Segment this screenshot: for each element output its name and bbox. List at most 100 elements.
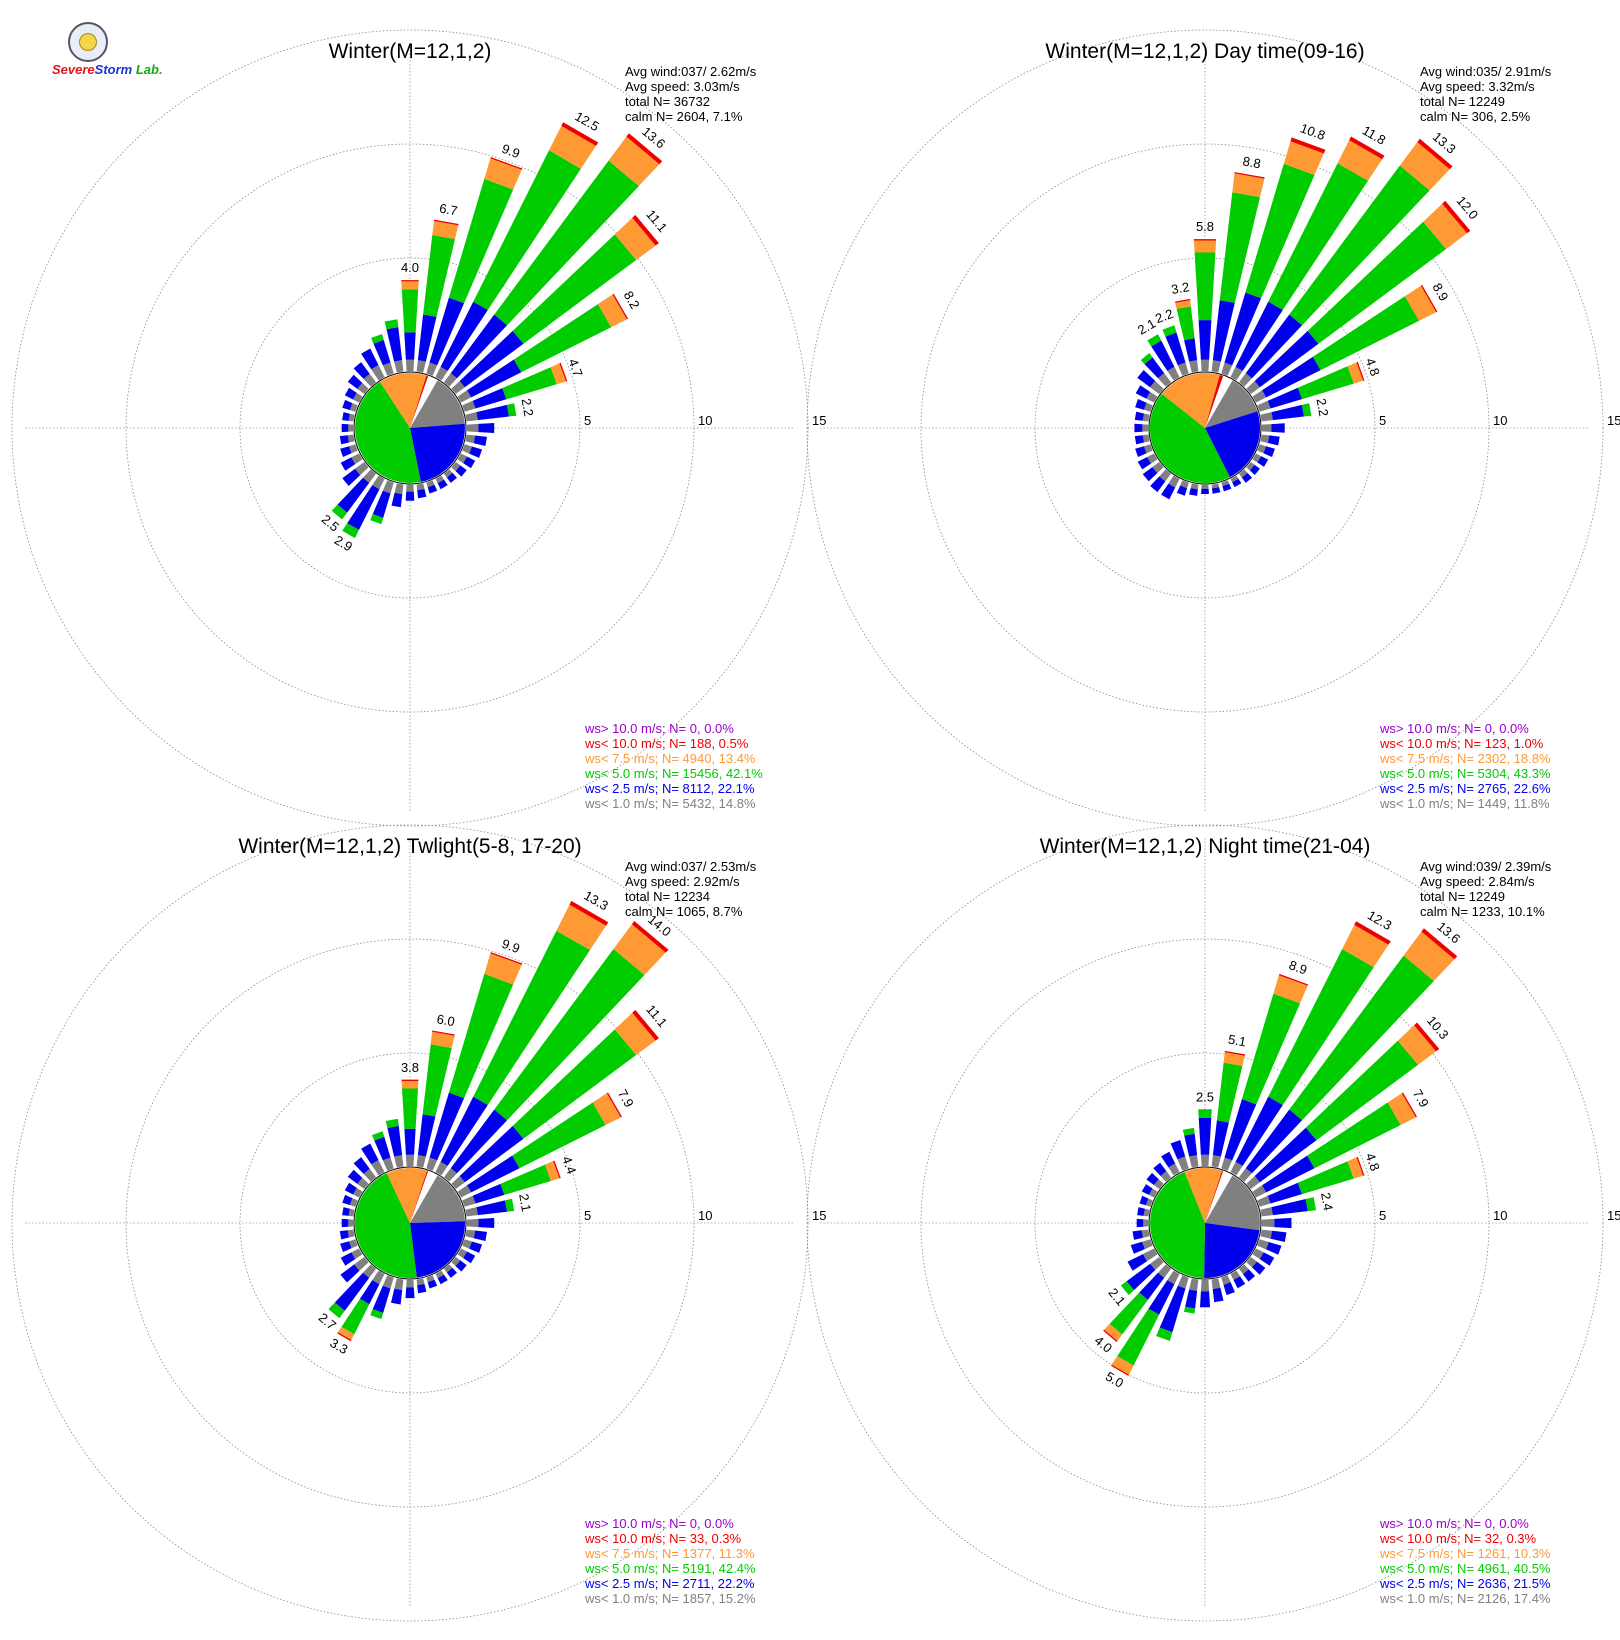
bar-segment xyxy=(1230,366,1243,381)
bar-segment xyxy=(1182,1127,1195,1136)
ring-label: 10 xyxy=(1493,1208,1507,1223)
bar-segment xyxy=(370,1309,384,1320)
bar-segment xyxy=(465,412,478,422)
bar-segment xyxy=(426,362,438,376)
bar-segment xyxy=(337,1332,352,1342)
ring-15 xyxy=(806,29,1604,827)
ring-5 xyxy=(1034,257,1376,599)
legend-entry: ws< 7.5 m/s; N= 1261, 10.3% xyxy=(1379,1546,1551,1561)
legend-entry: ws< 5.0 m/s; N= 5191, 42.4% xyxy=(584,1561,756,1576)
bar-segment xyxy=(1239,469,1248,478)
bar-segment xyxy=(512,1029,637,1139)
bar-segment xyxy=(1230,475,1239,483)
bar-segment xyxy=(1219,192,1260,303)
bar-segment xyxy=(1144,357,1165,379)
bar-segment xyxy=(349,403,358,412)
bar-segment xyxy=(1347,1157,1364,1179)
bar-segment xyxy=(466,423,479,433)
bar-segment xyxy=(1230,1161,1243,1176)
bar-segment xyxy=(632,214,659,246)
bar-segment xyxy=(1239,373,1252,387)
bar-segment xyxy=(401,281,419,290)
bar-segment xyxy=(427,484,438,494)
bar-segment xyxy=(1183,1306,1196,1314)
bar-segment xyxy=(435,475,444,484)
bar-segment xyxy=(1142,1239,1153,1250)
bar-segment xyxy=(1189,1155,1199,1168)
bar-segment xyxy=(417,489,427,499)
wind-rose-panel-4: 5 10 152.55.18.912.3 13.610.37.94.82.45.04.… xyxy=(806,824,1620,1622)
bar-segment xyxy=(351,1248,363,1260)
bar-segment xyxy=(435,1270,444,1279)
bar-segment xyxy=(451,1257,461,1267)
bar-segment xyxy=(363,1264,376,1278)
bar-segment xyxy=(1134,435,1144,445)
bar-segment xyxy=(1397,1025,1436,1065)
ring-label: 10 xyxy=(698,413,712,428)
bar-segment xyxy=(340,1252,356,1266)
stats-line: Avg wind:039/ 2.39m/s xyxy=(1420,859,1552,874)
ring-10 xyxy=(125,143,695,713)
bar-segment xyxy=(1174,298,1191,303)
bar-segment xyxy=(1153,1162,1167,1176)
bar-segment xyxy=(1420,284,1438,313)
bar-segment xyxy=(446,1267,457,1278)
bar-segment xyxy=(1289,165,1430,326)
bar-segment xyxy=(1134,423,1143,433)
bar-segment xyxy=(440,301,488,371)
lab-logo: SevereStorm Lab. xyxy=(52,22,163,84)
bar-segment xyxy=(476,404,509,421)
bar-segment xyxy=(340,1264,360,1283)
bar-segment xyxy=(459,1125,524,1183)
legend-entry: ws< 1.0 m/s; N= 2126, 17.4% xyxy=(1379,1591,1551,1606)
chart-title: Winter(M=12,1,2) Night time(21-04) xyxy=(1040,835,1371,858)
bar-segment xyxy=(1257,456,1269,467)
bar-segment xyxy=(606,1092,622,1118)
bar-segment xyxy=(416,483,425,491)
stats-line: calm N= 2604, 7.1% xyxy=(625,109,743,124)
bar-segment xyxy=(1184,1133,1198,1157)
bar-segment xyxy=(472,1183,505,1204)
bar-segment xyxy=(344,387,357,400)
bar-segment xyxy=(1194,252,1216,321)
bar-segment xyxy=(444,469,453,478)
bar-segment xyxy=(1252,1261,1266,1275)
ring-label: 15 xyxy=(812,413,826,428)
bar-segment xyxy=(1230,1270,1241,1280)
bar-segment xyxy=(631,921,669,953)
bar-segment xyxy=(432,1030,455,1036)
bar-segment xyxy=(417,1284,427,1294)
bar-segment xyxy=(1184,338,1198,362)
chart-title: Winter(M=12,1,2) Twlight(5-8, 17-20) xyxy=(238,835,581,858)
bar-segment xyxy=(473,1230,487,1241)
legend-entry: ws> 10.0 m/s; N= 0, 0.0% xyxy=(1379,721,1529,736)
bar-segment xyxy=(405,491,415,501)
bar-segment xyxy=(1147,453,1158,464)
bar-segment xyxy=(1134,411,1144,421)
bar-segment xyxy=(1252,1248,1264,1260)
bar-segment xyxy=(427,1279,438,1289)
bar-segment xyxy=(1387,1093,1416,1125)
bar-segment xyxy=(340,446,352,457)
bar-segment xyxy=(1224,1050,1246,1056)
ring-10 xyxy=(920,938,1490,1508)
bar-segment xyxy=(512,1102,606,1169)
pie-slice xyxy=(386,1168,427,1223)
bar-segment xyxy=(513,304,612,373)
bar-segment xyxy=(549,125,596,169)
bar-segment xyxy=(372,1131,385,1141)
bar-segment xyxy=(406,1279,414,1288)
bar-segment xyxy=(1246,462,1255,471)
bar-segment xyxy=(455,465,467,477)
bar-segment xyxy=(561,122,599,146)
bar-segment xyxy=(385,1118,399,1128)
bar-segment xyxy=(426,1275,435,1283)
bar-segment xyxy=(341,1218,349,1228)
bar-segment xyxy=(1224,292,1262,366)
bar-segment xyxy=(463,456,476,469)
stats-line: total N= 36732 xyxy=(625,94,710,109)
bar-segment xyxy=(1185,1289,1198,1309)
bar-segment xyxy=(401,1081,419,1089)
bar-segment xyxy=(1130,1241,1145,1254)
ring-label: 5 xyxy=(584,413,591,428)
